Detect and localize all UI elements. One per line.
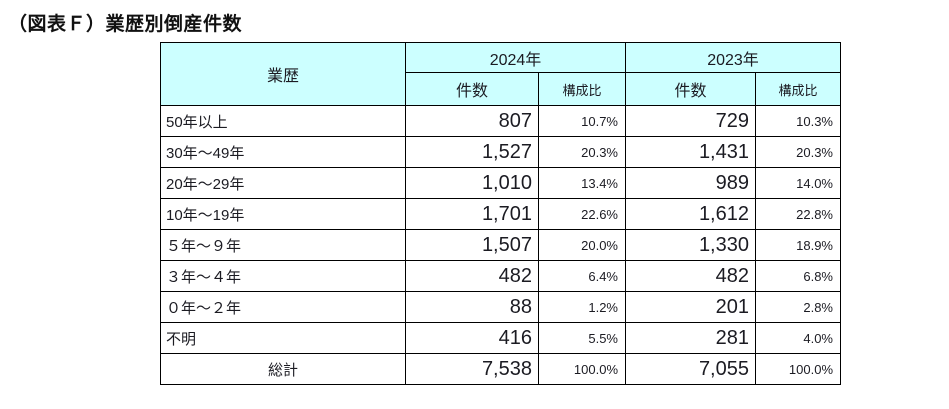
subheader-2023-share: 構成比 [755,72,841,106]
count-2024: 1,701 [405,198,539,230]
row-label: 10年～19年 [160,198,406,230]
count-2023: 1,431 [625,136,756,168]
count-2024: 416 [405,322,539,354]
bankruptcy-by-business-age-table: 業歴 2024年 2023年 件数 構成比 件数 構成比 50年以上 807 1… [160,42,841,385]
share-2024: 5.5% [538,322,626,354]
share-2023: 22.8% [755,198,841,230]
count-2024: 1,527 [405,136,539,168]
total-count-2023: 7,055 [625,353,756,385]
table-row: 10年～19年 1,701 22.6% 1,612 22.8% [160,198,841,230]
share-2024: 20.3% [538,136,626,168]
count-2024: 1,507 [405,229,539,261]
row-label: 不明 [160,322,406,354]
total-share-2023: 100.0% [755,353,841,385]
share-2023: 20.3% [755,136,841,168]
year-header-2024: 2024年 [405,42,626,73]
table-row: ０年～２年 88 1.2% 201 2.8% [160,291,841,323]
share-2023: 6.8% [755,260,841,292]
table-row: ５年～９年 1,507 20.0% 1,330 18.9% [160,229,841,261]
count-2023: 1,330 [625,229,756,261]
table-row: 30年～49年 1,527 20.3% 1,431 20.3% [160,136,841,168]
year-header-2023: 2023年 [625,42,841,73]
figure-title: （図表Ｆ）業歴別倒産件数 [8,14,243,35]
subheader-2024-share: 構成比 [538,72,626,106]
row-label: ５年～９年 [160,229,406,261]
total-share-2024: 100.0% [538,353,626,385]
share-2023: 14.0% [755,167,841,199]
table-header-year-row: 業歴 2024年 2023年 [160,42,841,106]
row-label: 50年以上 [160,105,406,137]
row-label: 20年～29年 [160,167,406,199]
count-2023: 729 [625,105,756,137]
share-2024: 20.0% [538,229,626,261]
total-label: 総計 [160,353,406,385]
subheader-2024-count: 件数 [405,72,539,106]
row-label: ０年～２年 [160,291,406,323]
total-count-2024: 7,538 [405,353,539,385]
count-2023: 482 [625,260,756,292]
share-2024: 1.2% [538,291,626,323]
count-2023: 989 [625,167,756,199]
subheader-2023-count: 件数 [625,72,756,106]
share-2023: 10.3% [755,105,841,137]
count-2024: 482 [405,260,539,292]
count-2023: 281 [625,322,756,354]
share-2023: 4.0% [755,322,841,354]
count-2023: 201 [625,291,756,323]
table-row: 20年～29年 1,010 13.4% 989 14.0% [160,167,841,199]
count-2023: 1,612 [625,198,756,230]
count-2024: 88 [405,291,539,323]
table-total-row: 総計 7,538 100.0% 7,055 100.0% [160,353,841,385]
table-row: 50年以上 807 10.7% 729 10.3% [160,105,841,137]
share-2024: 22.6% [538,198,626,230]
share-2023: 18.9% [755,229,841,261]
table-row: ３年～４年 482 6.4% 482 6.8% [160,260,841,292]
share-2024: 10.7% [538,105,626,137]
table-header-sub-row: 件数 構成比 件数 構成比 [161,72,841,106]
count-2024: 1,010 [405,167,539,199]
table-row: 不明 416 5.5% 281 4.0% [160,322,841,354]
count-2024: 807 [405,105,539,137]
row-label: 30年～49年 [160,136,406,168]
column-header-business-age: 業歴 [160,42,406,106]
share-2023: 2.8% [755,291,841,323]
row-label: ３年～４年 [160,260,406,292]
share-2024: 6.4% [538,260,626,292]
share-2024: 13.4% [538,167,626,199]
